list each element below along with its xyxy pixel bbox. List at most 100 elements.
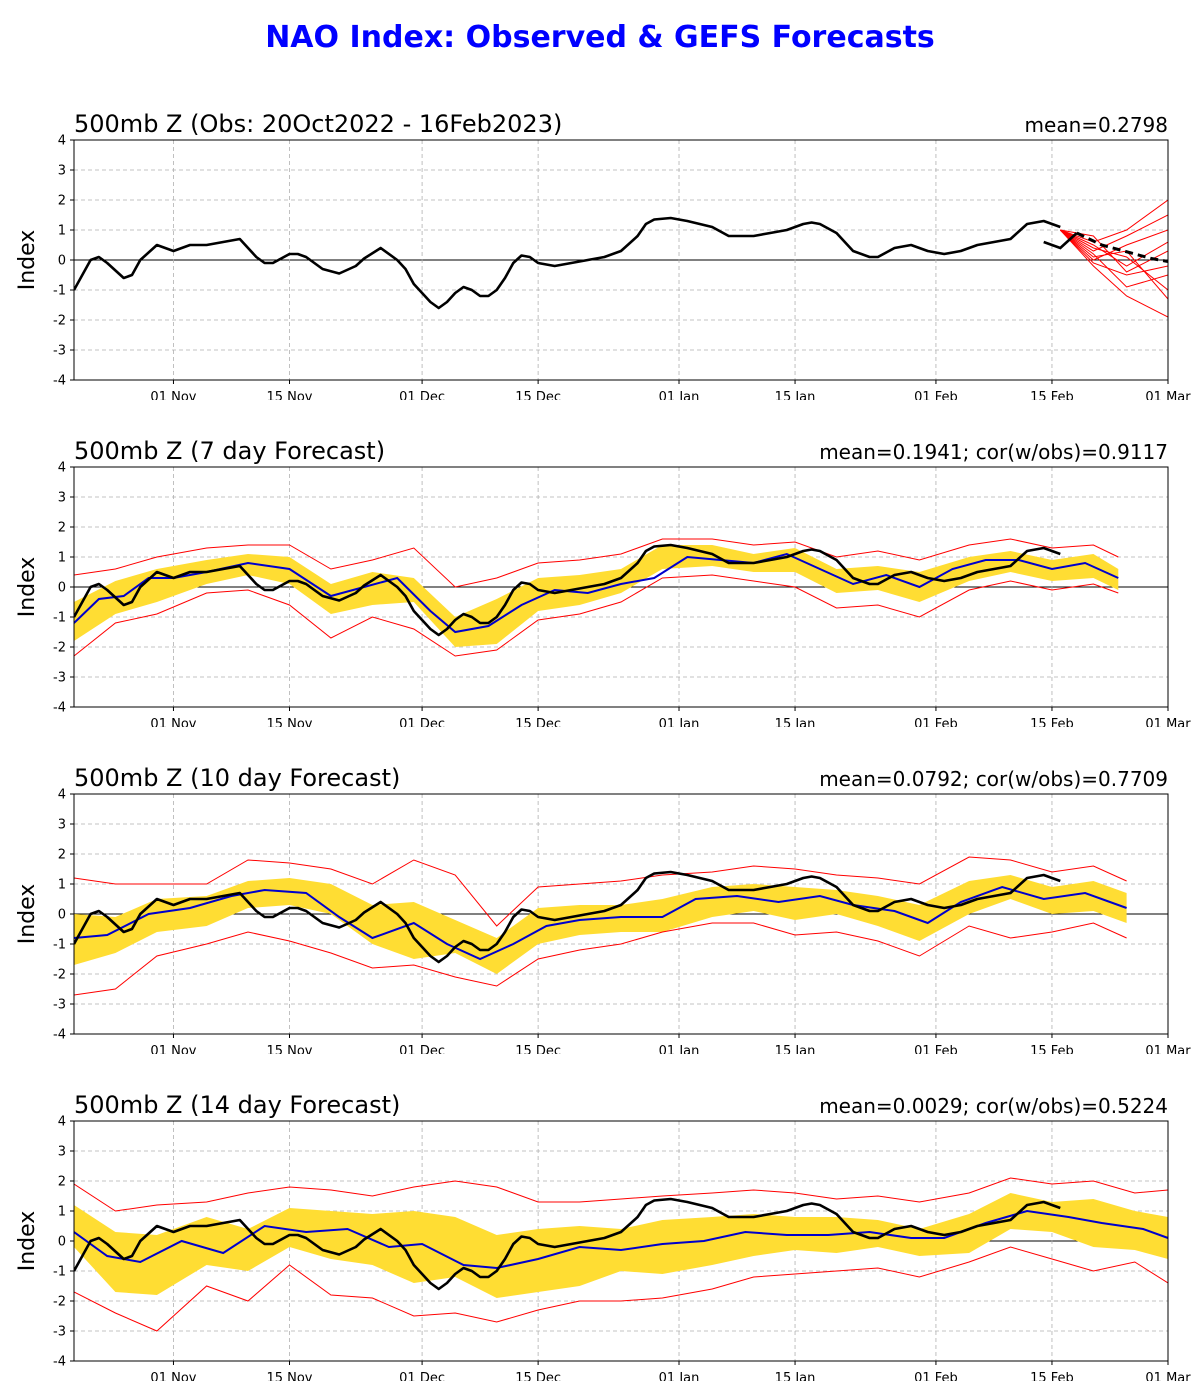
y-tick-label: 0 [58, 254, 66, 269]
plot-area [74, 856, 1127, 996]
ensemble-spread-band [74, 875, 1127, 974]
plot-frame [73, 139, 1169, 381]
x-tick-label: 15 Dec [515, 1044, 561, 1054]
ensemble-member-line [1059, 229, 1168, 276]
x-tick-label: 15 Feb [1030, 1044, 1074, 1054]
observed-line [74, 543, 1061, 637]
y-tick-label: 2 [58, 848, 66, 863]
plot-area [74, 199, 1168, 318]
observed-tail-line [1043, 232, 1078, 250]
ensemble-member-line [1060, 214, 1168, 252]
x-tick-label: 15 Nov [266, 1371, 312, 1381]
panel-stats: mean=0.0029; cor(w/obs)=0.5224 [819, 1094, 1168, 1118]
ensemble-member-line [1060, 229, 1168, 267]
x-tick-label: 01 Dec [399, 717, 445, 727]
y-tick-label: 0 [58, 908, 66, 923]
y-tick-label: -1 [53, 611, 66, 626]
ensemble-member-line [74, 574, 1119, 657]
x-tick-label: 01 Dec [399, 1371, 445, 1381]
x-tick-label: 01 Nov [150, 390, 196, 400]
x-tick-label: 15 Jan [775, 717, 816, 727]
y-tick-label: -2 [53, 314, 66, 329]
ensemble-member-line [74, 922, 1127, 996]
observed-line [74, 1197, 1061, 1291]
ensemble-spread-band [74, 1193, 1168, 1298]
y-tick-label: -3 [53, 1325, 66, 1340]
ensemble-spread-band [74, 545, 1119, 647]
observed-line [74, 216, 1061, 310]
y-tick-label: 3 [58, 1145, 66, 1160]
x-tick-label: 01 Mar [1145, 390, 1191, 400]
y-tick-label: 1 [58, 1205, 66, 1220]
ensemble-member-line [74, 1177, 1168, 1212]
ensemble-member-line [1059, 229, 1168, 300]
x-tick-label: 01 Jan [659, 717, 700, 727]
y-tick-label: -4 [53, 1355, 66, 1370]
x-tick-label: 01 Mar [1145, 1044, 1191, 1054]
plot-frame [73, 793, 1169, 1035]
y-tick-label: -1 [53, 1265, 66, 1280]
panel-title: 500mb Z (10 day Forecast) [74, 764, 400, 792]
y-tick-label: 0 [58, 1235, 66, 1250]
x-tick-label: 15 Feb [1030, 390, 1074, 400]
panel-stats: mean=0.0792; cor(w/obs)=0.7709 [819, 767, 1168, 791]
y-tick-label: 3 [58, 818, 66, 833]
y-tick-label: -3 [53, 671, 66, 686]
x-tick-label: 01 Feb [914, 717, 958, 727]
x-tick-label: 01 Nov [150, 1044, 196, 1054]
x-tick-label: 15 Jan [775, 1044, 816, 1054]
ensemble-member-line [74, 1246, 1168, 1332]
x-tick-label: 01 Feb [914, 390, 958, 400]
ensemble-member-line [1060, 229, 1168, 291]
x-tick-label: 01 Jan [659, 1044, 700, 1054]
y-tick-label: 4 [58, 134, 66, 149]
forecast-mean-line [74, 1209, 1168, 1270]
x-tick-label: 01 Dec [399, 390, 445, 400]
y-tick-label: 1 [58, 224, 66, 239]
y-tick-label: -4 [53, 701, 66, 716]
x-tick-label: 15 Dec [515, 390, 561, 400]
panel-title: 500mb Z (Obs: 20Oct2022 - 16Feb2023) [74, 110, 562, 138]
y-tick-label: -4 [53, 374, 66, 389]
y-tick-label: -1 [53, 284, 66, 299]
x-tick-label: 15 Feb [1030, 717, 1074, 727]
x-tick-label: 15 Dec [515, 717, 561, 727]
y-tick-label: 0 [58, 581, 66, 596]
x-tick-label: 01 Mar [1145, 1371, 1191, 1381]
x-tick-label: 15 Nov [266, 390, 312, 400]
y-tick-label: -2 [53, 1295, 66, 1310]
chart-main-title: NAO Index: Observed & GEFS Forecasts [265, 20, 935, 55]
ensemble-member-line [1059, 229, 1168, 318]
x-tick-label: 01 Dec [399, 1044, 445, 1054]
panel-title: 500mb Z (7 day Forecast) [74, 437, 385, 465]
x-tick-label: 01 Nov [150, 1371, 196, 1381]
y-axis-label: Index [15, 884, 40, 945]
y-tick-label: 4 [58, 1115, 66, 1130]
panel-10-day-forecast: 500mb Z (10 day Forecast) mean=0.0792; co… [15, 764, 1191, 1054]
y-tick-label: 2 [58, 194, 66, 209]
x-tick-label: 15 Dec [515, 1371, 561, 1381]
x-tick-label: 01 Nov [150, 717, 196, 727]
y-axis-label: Index [15, 230, 40, 291]
plot-area [74, 538, 1119, 657]
forecast-mean-line [1076, 231, 1168, 263]
ensemble-member-line [74, 538, 1119, 588]
y-tick-label: 4 [58, 461, 66, 476]
panel-stats: mean=0.1941; cor(w/obs)=0.9117 [819, 440, 1168, 464]
plot-frame [73, 1120, 1169, 1362]
ensemble-member-line [1060, 229, 1168, 288]
x-tick-label: 15 Jan [775, 390, 816, 400]
x-tick-label: 15 Jan [775, 1371, 816, 1381]
panel-14-day-forecast: 500mb Z (14 day Forecast) mean=0.0029; co… [15, 1091, 1191, 1381]
y-tick-label: 1 [58, 878, 66, 893]
panel-title: 500mb Z (14 day Forecast) [74, 1091, 400, 1119]
y-tick-label: -3 [53, 998, 66, 1013]
y-tick-label: -1 [53, 938, 66, 953]
ensemble-member-line [1060, 199, 1168, 243]
forecast-mean-line [74, 885, 1127, 961]
y-tick-label: 1 [58, 551, 66, 566]
x-tick-label: 01 Jan [659, 390, 700, 400]
y-tick-label: 2 [58, 521, 66, 536]
y-axis-label: Index [15, 557, 40, 618]
panel-7-day-forecast: 500mb Z (7 day Forecast) mean=0.1941; cor… [15, 437, 1191, 727]
